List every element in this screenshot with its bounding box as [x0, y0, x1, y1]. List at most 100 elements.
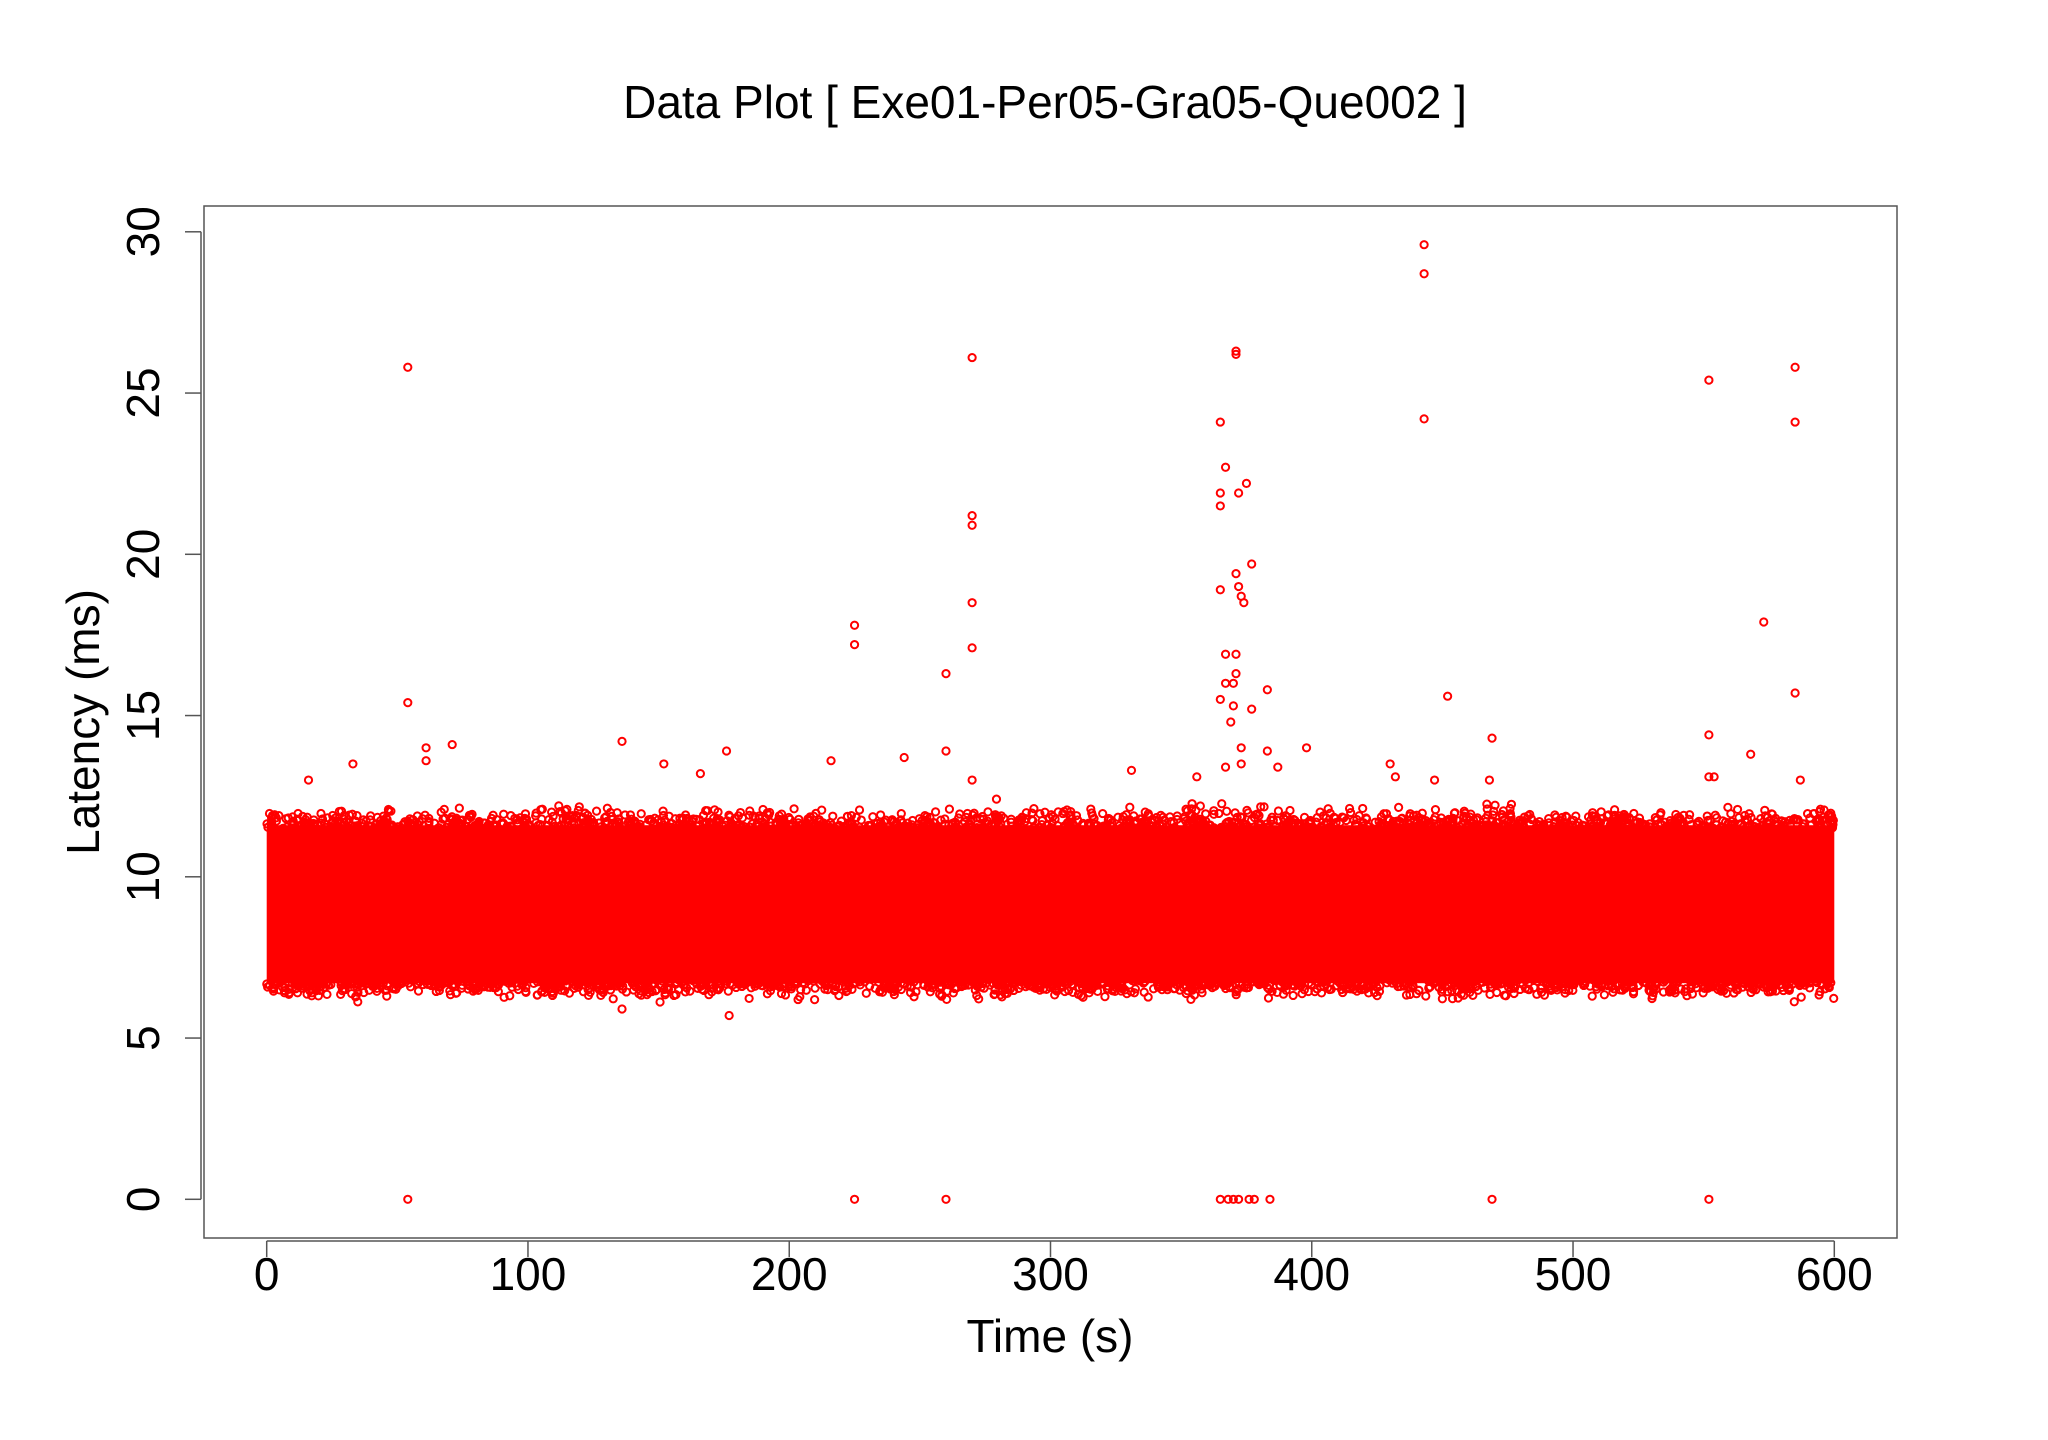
- data-point: [382, 818, 392, 828]
- data-point: [1130, 984, 1140, 994]
- data-point: [1400, 978, 1411, 989]
- data-point: [1429, 775, 1440, 785]
- data-point: [1550, 810, 1560, 820]
- data-point: [1318, 811, 1329, 821]
- data-point: [271, 816, 282, 826]
- data-point: [1228, 1194, 1238, 1204]
- data-point: [403, 698, 413, 708]
- x-tick-label: 200: [751, 1248, 828, 1300]
- data-point: [547, 807, 557, 817]
- data-point: [451, 988, 461, 998]
- data-point: [944, 820, 954, 830]
- data-point: [1246, 815, 1257, 826]
- data-point: [669, 990, 679, 1001]
- data-point: [1575, 823, 1586, 833]
- data-point: [574, 802, 584, 812]
- data-point: [976, 982, 986, 992]
- data-point: [1725, 975, 1736, 986]
- data-point: [793, 818, 803, 828]
- data-point: [967, 643, 977, 653]
- data-point: [990, 820, 1000, 830]
- data-point: [335, 822, 345, 833]
- data-point: [449, 979, 459, 989]
- data-point: [1126, 765, 1137, 775]
- data-point: [1154, 981, 1164, 991]
- data-point: [1681, 984, 1691, 994]
- data-point: [1177, 976, 1188, 987]
- data-point: [578, 822, 589, 833]
- data-point: [1273, 806, 1284, 816]
- data-point: [363, 821, 374, 831]
- data-point: [1240, 819, 1250, 830]
- data-point: [854, 805, 865, 815]
- data-point: [421, 743, 431, 753]
- data-point: [1624, 814, 1634, 824]
- data-point: [1187, 799, 1197, 809]
- data-point: [408, 821, 418, 831]
- data-point: [1087, 811, 1098, 821]
- data-point: [271, 813, 281, 823]
- data-point: [493, 975, 503, 986]
- data-point: [561, 975, 571, 985]
- data-point: [1812, 816, 1822, 827]
- data-point: [1511, 823, 1522, 833]
- data-point: [1796, 992, 1806, 1002]
- data-point: [661, 823, 671, 833]
- data-point: [547, 817, 557, 827]
- data-point: [991, 794, 1002, 804]
- data-point: [1562, 822, 1572, 833]
- data-point: [849, 1194, 860, 1204]
- data-point: [1304, 978, 1314, 988]
- data-point: [1370, 817, 1380, 827]
- data-point: [1412, 810, 1422, 820]
- data-point: [307, 988, 317, 998]
- data-point: [381, 813, 391, 823]
- y-tick-label: 20: [117, 529, 169, 580]
- data-point: [1234, 488, 1244, 498]
- data-point: [439, 978, 449, 988]
- data-point: [941, 1194, 951, 1204]
- data-point: [866, 821, 876, 831]
- data-point: [1361, 813, 1371, 823]
- data-point: [1103, 981, 1113, 991]
- data-point: [1597, 981, 1607, 992]
- data-point: [556, 820, 566, 830]
- data-point: [1824, 982, 1834, 993]
- data-point: [577, 814, 587, 824]
- data-point: [1764, 822, 1775, 832]
- data-point: [284, 989, 294, 1000]
- y-axis-label: Latency (ms): [57, 589, 109, 855]
- data-point: [1228, 678, 1238, 688]
- data-point: [1708, 978, 1718, 988]
- data-point: [1113, 981, 1123, 992]
- data-point: [1037, 819, 1047, 830]
- data-point: [1220, 762, 1231, 772]
- data-point: [550, 981, 560, 992]
- x-tick-label: 500: [1535, 1248, 1612, 1300]
- data-point: [919, 979, 929, 989]
- x-tick-label: 600: [1796, 1248, 1873, 1300]
- data-point: [936, 815, 946, 825]
- data-point: [1564, 978, 1574, 988]
- data-point: [1074, 983, 1084, 993]
- data-point: [1349, 815, 1359, 825]
- data-point: [709, 805, 720, 815]
- data-point: [1620, 981, 1630, 992]
- data-point: [940, 814, 950, 824]
- data-point: [423, 975, 433, 985]
- data-point: [348, 759, 358, 769]
- data-point: [1453, 816, 1463, 826]
- data-point: [724, 1010, 734, 1021]
- data-point: [1025, 981, 1036, 991]
- data-point: [849, 620, 860, 630]
- data-point: [303, 775, 314, 785]
- data-point: [447, 739, 457, 750]
- data-point: [1200, 978, 1210, 988]
- data-point: [1814, 990, 1824, 1000]
- data-point: [529, 978, 539, 989]
- data-point: [744, 993, 754, 1004]
- data-point: [712, 823, 722, 833]
- data-point: [548, 811, 558, 821]
- data-point: [1116, 823, 1126, 833]
